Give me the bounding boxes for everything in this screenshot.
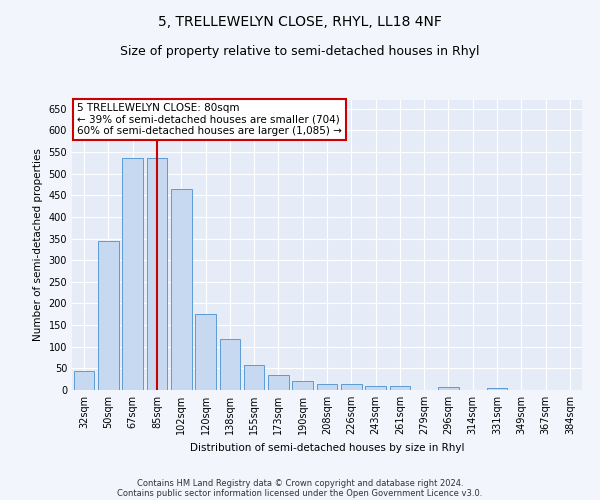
Bar bbox=[74, 370, 94, 390]
Bar bbox=[171, 188, 191, 390]
Bar bbox=[98, 240, 119, 390]
Y-axis label: Number of semi-detached properties: Number of semi-detached properties bbox=[33, 148, 43, 342]
Bar bbox=[195, 314, 216, 390]
Text: Contains HM Land Registry data © Crown copyright and database right 2024.: Contains HM Land Registry data © Crown c… bbox=[137, 478, 463, 488]
Bar bbox=[341, 384, 362, 390]
Bar bbox=[146, 158, 167, 390]
Bar bbox=[317, 384, 337, 390]
Bar bbox=[244, 365, 265, 390]
Bar bbox=[365, 386, 386, 390]
Text: 5 TRELLEWELYN CLOSE: 80sqm
← 39% of semi-detached houses are smaller (704)
60% o: 5 TRELLEWELYN CLOSE: 80sqm ← 39% of semi… bbox=[77, 103, 342, 136]
Bar bbox=[438, 388, 459, 390]
Bar bbox=[122, 158, 143, 390]
Bar bbox=[292, 382, 313, 390]
Text: Contains public sector information licensed under the Open Government Licence v3: Contains public sector information licen… bbox=[118, 488, 482, 498]
Text: 5, TRELLEWELYN CLOSE, RHYL, LL18 4NF: 5, TRELLEWELYN CLOSE, RHYL, LL18 4NF bbox=[158, 15, 442, 29]
Bar bbox=[268, 375, 289, 390]
X-axis label: Distribution of semi-detached houses by size in Rhyl: Distribution of semi-detached houses by … bbox=[190, 442, 464, 452]
Bar bbox=[220, 339, 240, 390]
Text: Size of property relative to semi-detached houses in Rhyl: Size of property relative to semi-detach… bbox=[120, 45, 480, 58]
Bar bbox=[389, 386, 410, 390]
Bar bbox=[487, 388, 508, 390]
